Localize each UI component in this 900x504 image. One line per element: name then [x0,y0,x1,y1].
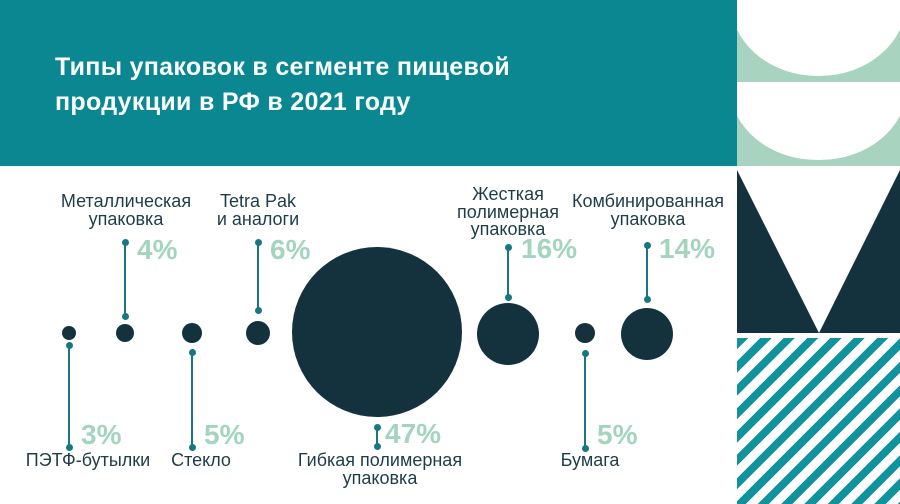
category-label: Бумага [560,450,620,470]
bubble [621,308,673,360]
connector-line [254,239,262,314]
connector-line [121,239,129,320]
percent-label: 14% [659,233,716,264]
header-banner: Типы упаковок в сегменте пищевой продукц… [0,0,737,166]
bubble [246,321,270,345]
page-title-line-1: Типы упаковок в сегменте пищевой [55,53,511,81]
category-label: Гибкая полимерная упаковка [297,450,463,488]
category-label: Стекло [171,450,231,470]
bubble [62,326,76,340]
category-label: Tetra Pak и аналоги [216,191,300,229]
percent-label: 47% [385,418,442,449]
percent-label: 5% [204,419,245,450]
percent-label: 4% [137,234,178,265]
page-title-line-2: продукции в РФ в 2021 году [55,88,411,116]
connector-line [504,244,512,301]
percent-label: 3% [81,419,122,450]
percent-label: 6% [270,234,311,265]
connector-line [188,349,196,451]
bubble [182,323,202,343]
bubble [116,324,134,342]
percent-label: 16% [521,233,578,264]
connector-line [643,242,651,303]
connector-line [373,424,381,450]
percent-label: 5% [597,419,638,450]
connector-line [65,342,73,451]
category-label: Комбинированная упаковка [571,191,725,229]
bubble [292,247,462,417]
decor-column [737,0,900,504]
bubble [575,323,595,343]
connector-line [581,350,589,452]
triangle-shape-left [737,170,819,333]
bubble [477,303,539,365]
category-label: Металлическая упаковка [60,191,192,229]
triangle-shape-right [818,170,900,333]
page-title: Типы упаковок в сегменте пищевой продукц… [55,50,510,120]
decor-semicircle-tile-2 [737,87,900,166]
category-label: ПЭТФ-бутылки [25,450,151,470]
category-label: Жесткая полимерная упаковка [456,184,560,239]
decor-stripes-tile [737,338,900,504]
decor-triangle-tile [737,170,900,333]
decor-semicircle-tile-1 [737,0,900,82]
